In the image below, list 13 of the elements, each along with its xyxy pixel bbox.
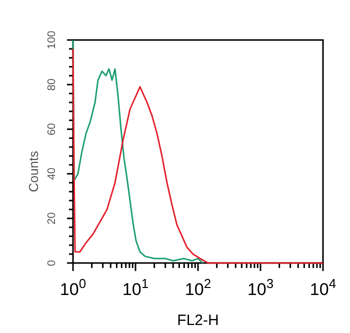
- y-tick-label: 100: [46, 30, 58, 50]
- x-tick-label: 10$^{4}$: [310, 276, 336, 299]
- y-tick-label: 40: [46, 168, 58, 180]
- x-axis-title: FL2-H: [177, 312, 219, 329]
- y-tick-label: 0: [46, 260, 58, 266]
- x-tick-label: 10$^{0}$: [60, 276, 86, 299]
- x-tick-label: 10$^{1}$: [122, 276, 149, 299]
- x-tick-label: 10$^{3}$: [247, 276, 274, 299]
- x-tick-label: 10$^{2}$: [184, 276, 212, 299]
- y-axis-title: Counts: [26, 150, 41, 192]
- y-tick-label: 80: [46, 78, 58, 91]
- y-tick-label: 60: [46, 123, 58, 136]
- y-tick-label: 20: [46, 212, 58, 225]
